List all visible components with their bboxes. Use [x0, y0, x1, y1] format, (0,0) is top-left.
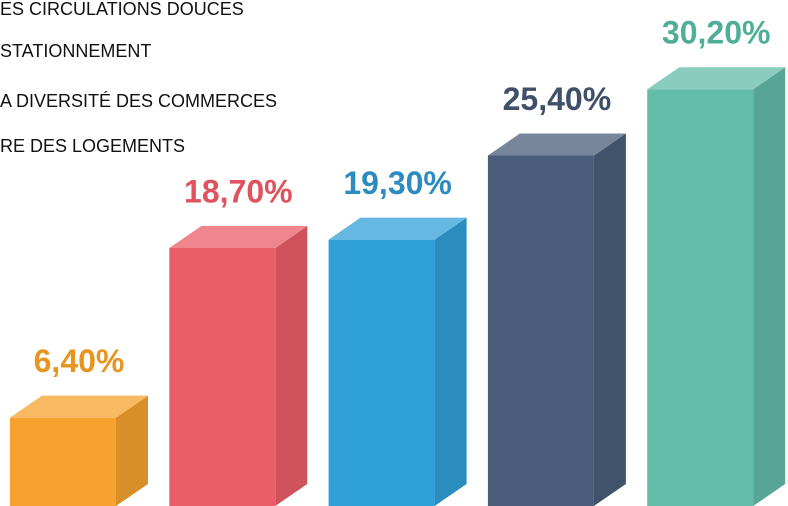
value-label: 18,70% — [184, 173, 293, 209]
bar-top — [169, 225, 308, 248]
bar-front — [10, 417, 116, 506]
bar — [10, 395, 148, 506]
bar-top — [487, 133, 626, 156]
bar-front — [328, 239, 435, 506]
bar-top — [328, 217, 467, 240]
bar-side — [275, 225, 308, 506]
bar-top — [10, 395, 148, 418]
bar — [487, 133, 626, 506]
legend-item: ES CIRCULATIONS DOUCES — [0, 0, 244, 19]
value-label: 19,30% — [343, 165, 452, 201]
bar-side — [593, 133, 626, 506]
bar-front — [169, 247, 276, 506]
legend-item: A DIVERSITÉ DES COMMERCES — [0, 91, 277, 111]
bar-front — [487, 155, 594, 506]
bar — [328, 217, 467, 506]
legend-item: STATIONNEMENT — [0, 41, 151, 61]
value-label: 6,40% — [34, 343, 125, 379]
bar-side — [753, 67, 786, 506]
legend-item: RE DES LOGEMENTS — [0, 136, 185, 156]
bar-side — [434, 217, 467, 506]
bar — [169, 225, 308, 506]
bar-side — [116, 395, 148, 506]
value-label: 30,20% — [662, 15, 771, 51]
bar — [647, 67, 786, 506]
bar-top — [647, 67, 786, 90]
value-label: 25,40% — [503, 81, 612, 117]
bar-front — [647, 89, 754, 506]
